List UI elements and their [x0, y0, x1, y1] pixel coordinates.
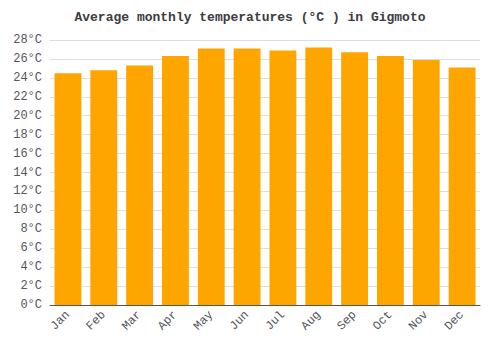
- svg-text:22°C: 22°C: [13, 90, 42, 104]
- svg-text:2°C: 2°C: [20, 279, 42, 293]
- svg-text:Feb: Feb: [84, 308, 109, 333]
- svg-text:May: May: [191, 308, 216, 333]
- svg-text:Mar: Mar: [119, 308, 144, 333]
- svg-text:16°C: 16°C: [13, 147, 42, 161]
- svg-text:18°C: 18°C: [13, 128, 42, 142]
- svg-text:Apr: Apr: [155, 308, 180, 333]
- svg-text:0°C: 0°C: [20, 298, 42, 312]
- svg-text:6°C: 6°C: [20, 241, 42, 255]
- svg-text:14°C: 14°C: [13, 166, 42, 180]
- svg-text:Jul: Jul: [263, 308, 288, 333]
- svg-text:Jun: Jun: [227, 308, 252, 333]
- svg-text:Sep: Sep: [334, 308, 359, 333]
- svg-text:4°C: 4°C: [20, 260, 42, 274]
- svg-text:Average monthly temperatures (: Average monthly temperatures (°C ) in Gi…: [74, 10, 425, 25]
- svg-text:10°C: 10°C: [13, 203, 42, 217]
- svg-text:Aug: Aug: [299, 308, 324, 333]
- svg-text:12°C: 12°C: [13, 184, 42, 198]
- svg-text:Dec: Dec: [442, 308, 467, 333]
- svg-text:Nov: Nov: [406, 308, 431, 333]
- svg-text:26°C: 26°C: [13, 52, 42, 66]
- svg-text:20°C: 20°C: [13, 109, 42, 123]
- svg-text:Oct: Oct: [370, 308, 395, 333]
- svg-text:Jan: Jan: [48, 308, 73, 333]
- svg-text:24°C: 24°C: [13, 71, 42, 85]
- svg-text:8°C: 8°C: [20, 222, 42, 236]
- svg-text:28°C: 28°C: [13, 33, 42, 47]
